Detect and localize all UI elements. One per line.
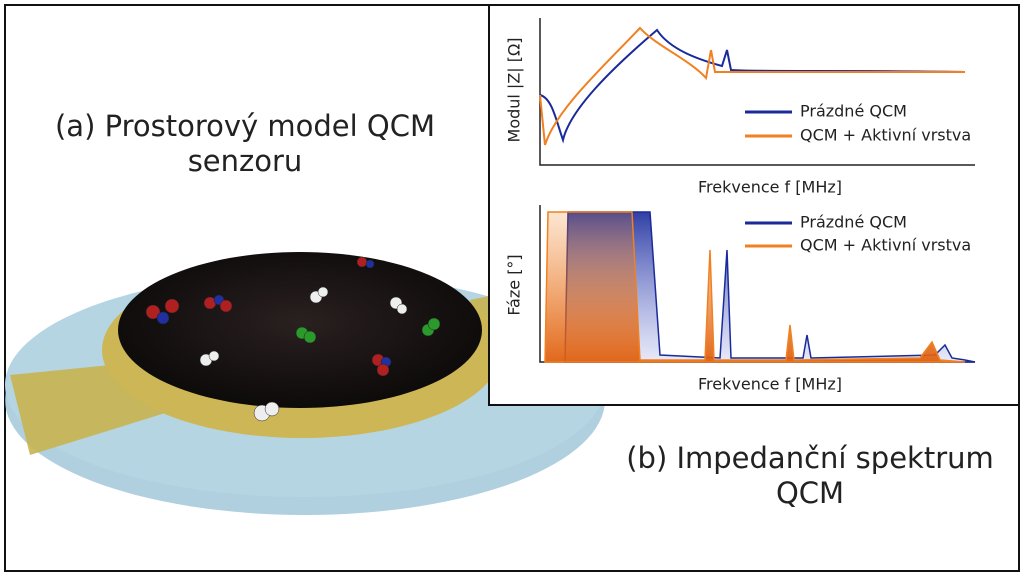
- y-label: Modul |Z| [Ω]: [505, 38, 524, 143]
- caption-b-line: QCM: [776, 476, 844, 510]
- curve-layer: [539, 26, 965, 146]
- qcm-model: [5, 252, 605, 515]
- curve-layer: [544, 211, 966, 363]
- legend-entry: Prázdné QCM: [800, 102, 907, 121]
- bottom-chart: Fáze [°] Frekvence f [MHz] Prázdné QCM Q…: [505, 205, 976, 394]
- y-label: Fáze [°]: [505, 254, 524, 315]
- caption-a-line: senzoru: [188, 144, 303, 178]
- legend-entry: QCM + Aktivní vrstva: [800, 236, 971, 255]
- x-label: Frekvence f [MHz]: [698, 375, 842, 394]
- x-label: Frekvence f [MHz]: [698, 178, 842, 197]
- curve-empty: [539, 28, 966, 144]
- caption-a-line: (a) Prostorový model QCM: [55, 109, 435, 143]
- top-chart: Modul |Z| [Ω] Frekvence f [MHz] Prázdné …: [505, 18, 975, 197]
- legend-entry: QCM + Aktivní vrstva: [800, 126, 971, 145]
- legend-entry: Prázdné QCM: [800, 213, 907, 232]
- caption-b-line: (b) Impedanční spektrum: [626, 441, 994, 475]
